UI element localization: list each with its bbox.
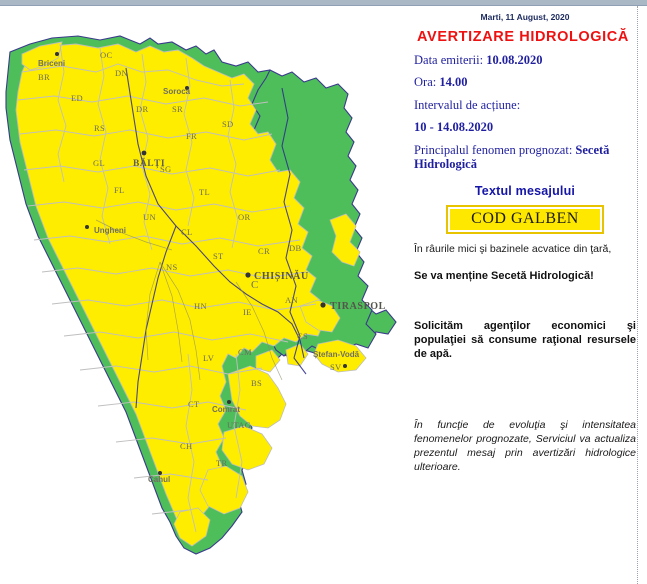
svg-text:Ștefan-Vodă: Ștefan-Vodă [313,350,360,359]
warning-code-box-inner-border: COD GALBEN [448,207,602,233]
meta-label-interval: Intervalul de acțiune: [414,97,521,112]
message-heading: Textul mesajului [474,184,576,199]
alert-title: AVERTIZARE HIDROLOGICĂ [417,29,629,45]
svg-text:CR: CR [258,246,270,256]
alert-text-panel: Marti, 11 August, 2020 AVERTIZARE HIDROL… [414,6,636,576]
moldova-warning-map[interactable]: BR OC DN ED DR SR RS FR SD GL SG FL TL U… [0,14,410,569]
svg-text:C: C [251,279,259,291]
svg-text:CS: CS [297,331,308,341]
paragraph-request: Solicităm agenţilor economici şi populaţ… [414,319,636,361]
meta-value-data-emiterii: 10.08.2020 [486,53,543,67]
meta-row-ora: Ora: 14.00 [414,75,636,89]
window-top-strip [0,0,647,6]
warning-code-label: COD GALBEN [450,209,600,231]
svg-text:SD: SD [222,119,233,129]
svg-text:SV: SV [330,362,342,372]
svg-text:DN: DN [115,68,128,78]
svg-text:CM: CM [238,347,252,357]
svg-text:ST: ST [213,251,224,261]
svg-text:ED: ED [71,93,83,103]
page-margin-guide [637,6,638,584]
svg-text:LV: LV [203,353,215,363]
paragraph-main: Se va menține Secetă Hidrologică! [414,270,594,283]
map-rivers [125,67,307,409]
svg-text:FR: FR [186,131,197,141]
svg-text:TR: TR [216,458,227,468]
svg-text:CH: CH [180,441,192,451]
meta-row-interval-label: Intervalul de acțiune: [414,98,636,112]
svg-text:UN: UN [143,212,156,222]
svg-text:GL: GL [93,158,105,168]
svg-text:Briceni: Briceni [38,59,65,68]
svg-text:FL: FL [114,185,125,195]
map-city-markers: Briceni Soroca BĂLȚI Ungheni CHIȘINĂU TI… [38,52,386,484]
footer-note: În funcţie de evoluţia şi intensitatea f… [414,418,636,474]
svg-text:CT: CT [188,399,200,409]
svg-text:RS: RS [94,123,105,133]
map-svg: BR OC DN ED DR SR RS FR SD GL SG FL TL U… [5,35,397,555]
meta-value-interval: 10 - 14.08.2020 [414,120,494,135]
svg-text:UTAG: UTAG [227,420,251,430]
meta-label-data-emiterii: Data emiterii: [414,53,484,67]
map-district-borders [17,43,317,533]
warning-code-box: COD GALBEN [446,205,604,235]
svg-text:TL: TL [199,187,210,197]
svg-text:Ungheni: Ungheni [94,226,126,235]
svg-text:DB: DB [289,243,301,253]
svg-text:Comrat: Comrat [212,405,240,414]
meta-value-fenomen: Secetă Hidrologică [414,142,610,171]
document-date: Marti, 11 August, 2020 [480,12,570,22]
svg-text:BR: BR [38,72,50,82]
svg-text:DR: DR [136,104,148,114]
meta-row-interval-value: 10 - 14.08.2020 [414,120,636,134]
svg-text:AN: AN [285,295,298,305]
svg-text:NS: NS [166,262,177,272]
svg-text:Cahul: Cahul [148,475,170,484]
svg-text:CL: CL [181,227,192,237]
svg-text:Soroca: Soroca [163,87,191,96]
map-district-labels: BR OC DN ED DR SR RS FR SD GL SG FL TL U… [38,50,342,468]
meta-row-fenomen: Principalul fenomen prognozat: Secetă Hi… [414,143,636,172]
svg-text:OR: OR [238,212,250,222]
svg-text:IE: IE [243,307,252,317]
svg-text:SR: SR [172,104,183,114]
paragraph-spacer [414,284,636,306]
paragraph-scope: În râurile mici şi bazinele acvatice din… [414,243,612,256]
map-inner-streams [95,219,283,381]
svg-text:SG: SG [160,164,171,174]
svg-text:OC: OC [100,50,112,60]
svg-text:TIRASPOL: TIRASPOL [330,301,386,312]
svg-text:BS: BS [251,378,262,388]
meta-value-ora: 14.00 [439,75,468,90]
svg-text:CHIȘINĂU: CHIȘINĂU [254,270,309,282]
meta-label-ora: Ora: [414,75,437,90]
svg-text:BĂLȚI: BĂLȚI [133,157,165,169]
meta-row-data-emiterii: Data emiterii: 10.08.2020 [414,53,636,67]
svg-text:HN: HN [194,301,207,311]
map-yellow-areas [15,41,367,547]
meta-label-fenomen: Principalul fenomen prognozat: [414,142,573,157]
